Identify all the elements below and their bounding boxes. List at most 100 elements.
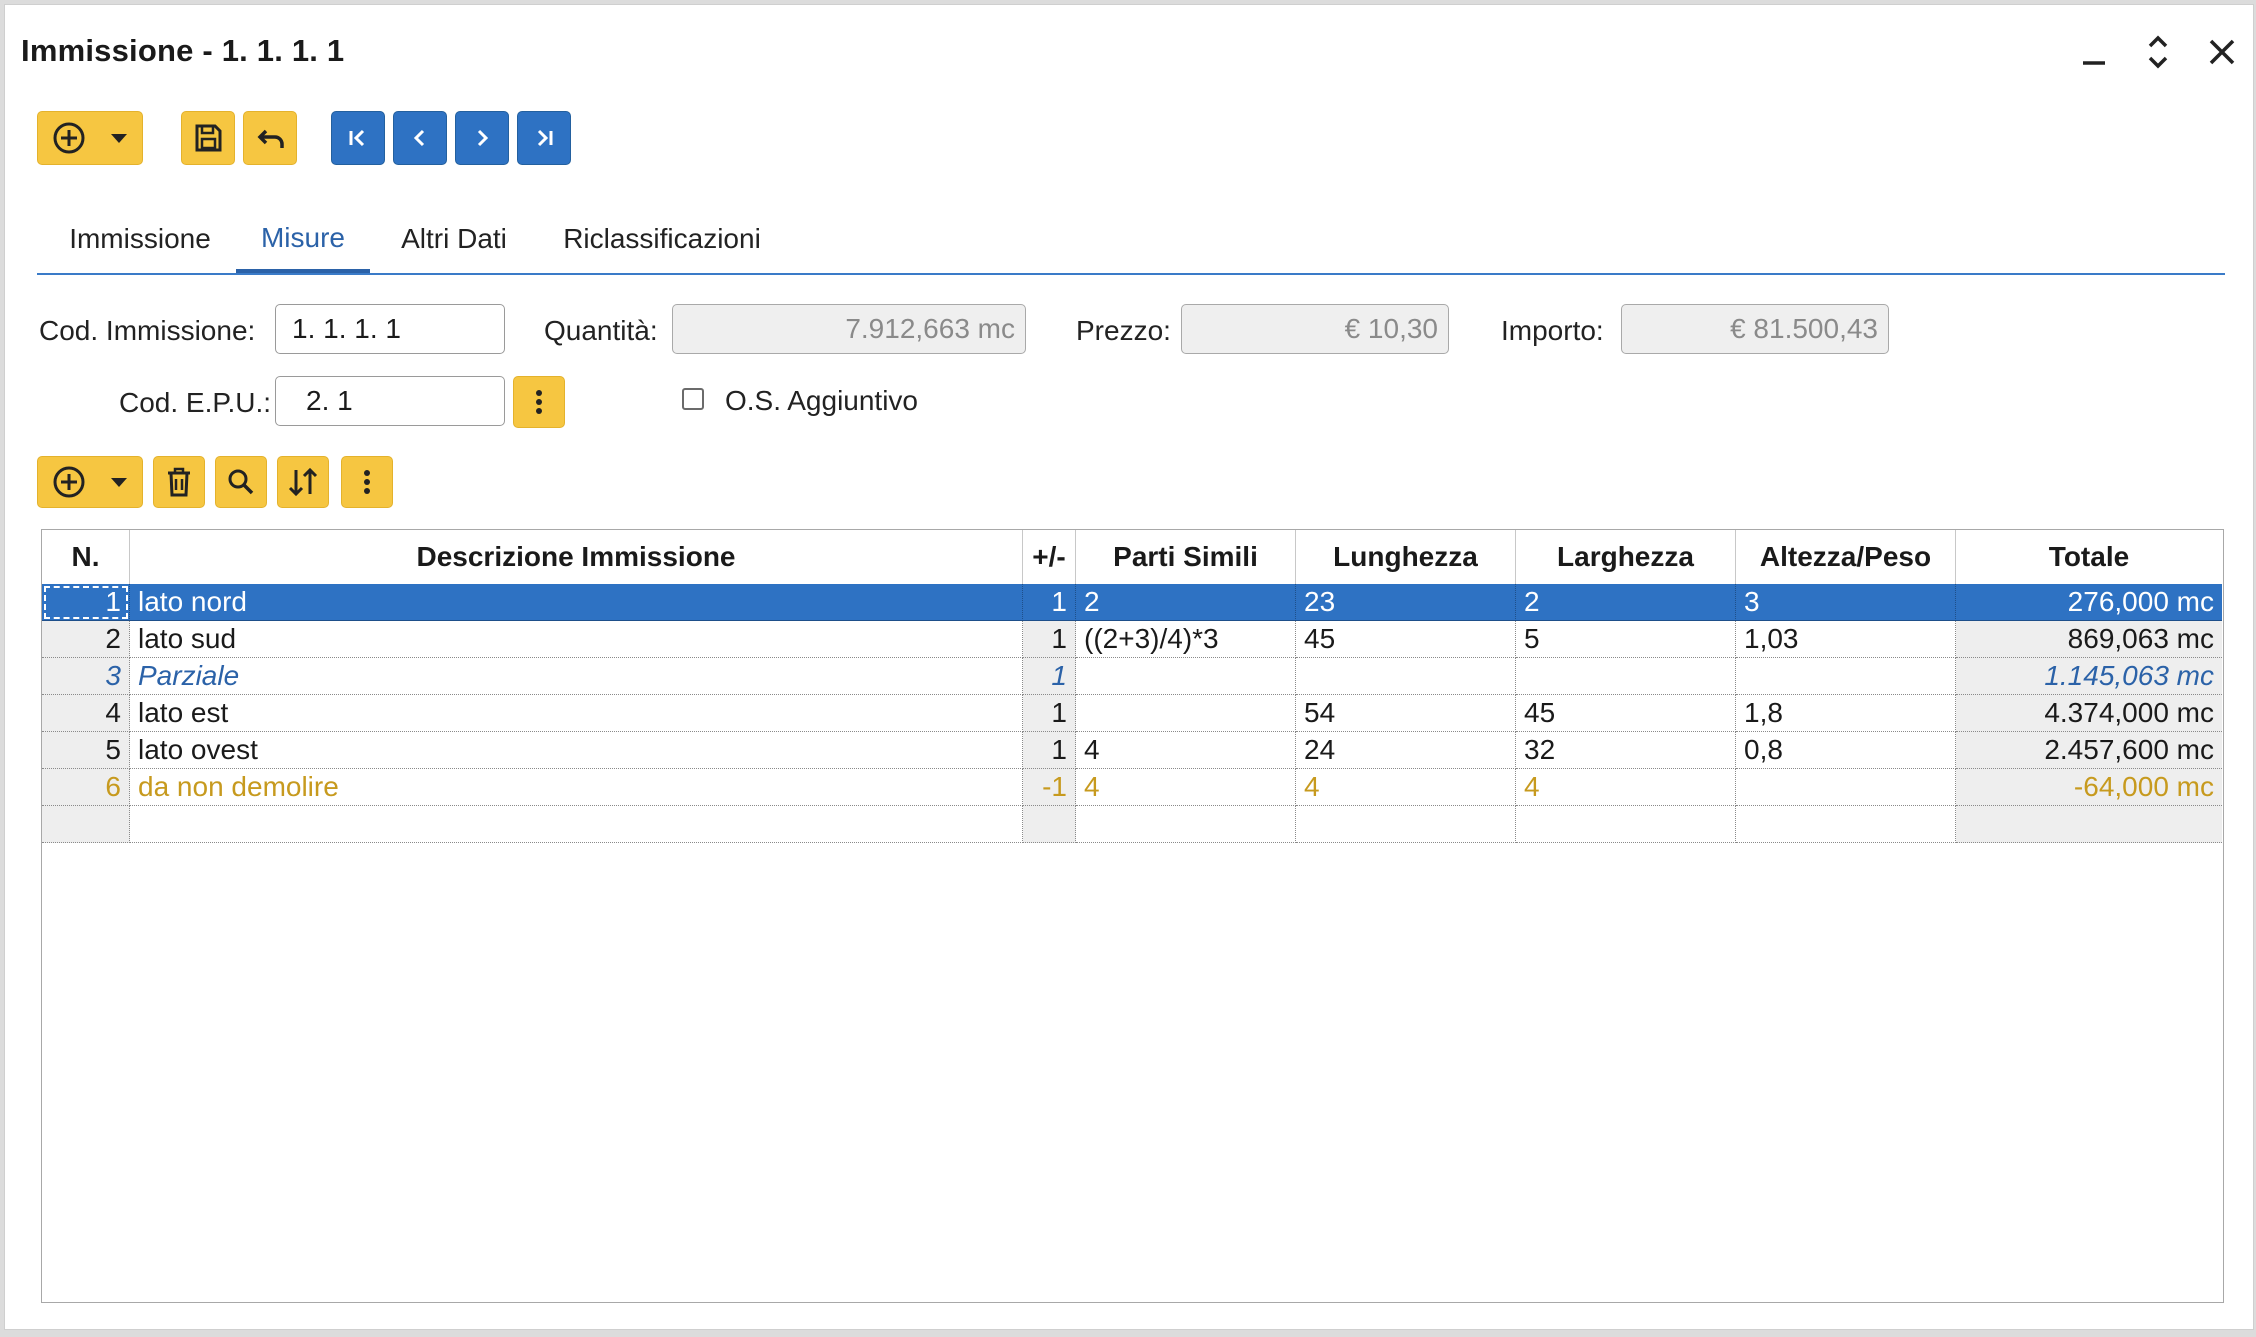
cell-totale[interactable]: 869,063 mc bbox=[1956, 621, 2222, 658]
cell-altezza-peso[interactable]: 1,03 bbox=[1736, 621, 1956, 658]
col-header-parti-simili[interactable]: Parti Simili bbox=[1076, 530, 1296, 584]
prezzo-label: Prezzo: bbox=[1076, 315, 1171, 346]
cell-parti-simili[interactable]: 4 bbox=[1076, 732, 1296, 769]
cell-n[interactable] bbox=[42, 806, 130, 843]
cell-parti-simili[interactable]: ((2+3)/4)*3 bbox=[1076, 621, 1296, 658]
cell-descrizione[interactable]: lato ovest bbox=[130, 732, 1023, 769]
cell-lunghezza[interactable] bbox=[1296, 806, 1516, 843]
cell-parti-simili[interactable] bbox=[1076, 695, 1296, 732]
grid-add-menu-button[interactable] bbox=[37, 456, 143, 508]
col-header-segno[interactable]: +/- bbox=[1023, 530, 1076, 584]
cell-altezza-peso[interactable]: 1,8 bbox=[1736, 695, 1956, 732]
cell-descrizione[interactable]: da non demolire bbox=[130, 769, 1023, 806]
col-header-descrizione[interactable]: Descrizione Immissione bbox=[130, 530, 1023, 584]
cell-totale[interactable]: -64,000 mc bbox=[1956, 769, 2222, 806]
cell-altezza-peso[interactable] bbox=[1736, 769, 1956, 806]
cell-altezza-peso[interactable]: 0,8 bbox=[1736, 732, 1956, 769]
cod-immissione-field[interactable]: 1. 1. 1. 1 bbox=[275, 304, 505, 354]
cell-parti-simili[interactable]: 2 bbox=[1076, 584, 1296, 621]
cell-totale[interactable]: 2.457,600 mc bbox=[1956, 732, 2222, 769]
cell-n[interactable]: 5 bbox=[42, 732, 130, 769]
col-header-n[interactable]: N. bbox=[42, 530, 130, 584]
save-button[interactable] bbox=[181, 111, 235, 165]
cell-segno[interactable]: 1 bbox=[1023, 621, 1076, 658]
cell-segno[interactable]: -1 bbox=[1023, 769, 1076, 806]
cell-n[interactable]: 2 bbox=[42, 621, 130, 658]
cell-lunghezza[interactable] bbox=[1296, 658, 1516, 695]
cell-altezza-peso[interactable] bbox=[1736, 658, 1956, 695]
table-row[interactable]: 4 lato est 1 54 45 1,8 4.374,000 mc bbox=[42, 695, 2222, 732]
cell-lunghezza[interactable]: 24 bbox=[1296, 732, 1516, 769]
cell-descrizione[interactable]: Parziale bbox=[130, 658, 1023, 695]
table-row[interactable]: 1 lato nord 1 2 23 2 3 276,000 mc bbox=[42, 584, 2222, 621]
cell-larghezza[interactable]: 4 bbox=[1516, 769, 1736, 806]
cell-larghezza[interactable]: 2 bbox=[1516, 584, 1736, 621]
prev-record-button[interactable] bbox=[393, 111, 447, 165]
first-icon bbox=[349, 129, 365, 147]
cell-descrizione[interactable]: lato est bbox=[130, 695, 1023, 732]
cod-epu-field[interactable]: 2. 1 bbox=[275, 376, 505, 426]
prev-icon bbox=[413, 129, 425, 147]
minimize-button[interactable] bbox=[2069, 27, 2119, 77]
cell-segno[interactable]: 1 bbox=[1023, 732, 1076, 769]
table-row[interactable]: 2 lato sud 1 ((2+3)/4)*3 45 5 1,03 869,063 mc bbox=[42, 621, 2222, 658]
cell-lunghezza[interactable]: 4 bbox=[1296, 769, 1516, 806]
more-vert-icon bbox=[536, 390, 542, 414]
tab-altri-dati[interactable]: Altri Dati bbox=[401, 223, 507, 254]
cell-larghezza[interactable]: 5 bbox=[1516, 621, 1736, 658]
cell-parti-simili[interactable] bbox=[1076, 658, 1296, 695]
cell-lunghezza[interactable]: 45 bbox=[1296, 621, 1516, 658]
cell-altezza-peso[interactable] bbox=[1736, 806, 1956, 843]
tab-riclassificazioni[interactable]: Riclassificazioni bbox=[563, 223, 761, 254]
cell-descrizione[interactable] bbox=[130, 806, 1023, 843]
cod-epu-more-button[interactable] bbox=[513, 376, 565, 428]
cell-n[interactable]: 1 bbox=[42, 584, 130, 621]
cell-totale[interactable]: 4.374,000 mc bbox=[1956, 695, 2222, 732]
col-header-altezza-peso[interactable]: Altezza/Peso bbox=[1736, 530, 1956, 584]
cell-lunghezza[interactable]: 54 bbox=[1296, 695, 1516, 732]
cell-totale[interactable] bbox=[1956, 806, 2222, 843]
cell-segno[interactable]: 1 bbox=[1023, 584, 1076, 621]
table-row[interactable]: 5 lato ovest 1 4 24 32 0,8 2.457,600 mc bbox=[42, 732, 2222, 769]
cell-larghezza[interactable]: 32 bbox=[1516, 732, 1736, 769]
col-header-lunghezza[interactable]: Lunghezza bbox=[1296, 530, 1516, 584]
cell-segno[interactable] bbox=[1023, 806, 1076, 843]
col-header-larghezza[interactable]: Larghezza bbox=[1516, 530, 1736, 584]
table-row[interactable] bbox=[42, 806, 2222, 843]
table-row[interactable]: 3 Parziale 1 1.145,063 mc bbox=[42, 658, 2222, 695]
maximize-button[interactable] bbox=[2133, 27, 2183, 77]
undo-button[interactable] bbox=[243, 111, 297, 165]
first-record-button[interactable] bbox=[331, 111, 385, 165]
grid-search-button[interactable] bbox=[215, 456, 267, 508]
cell-descrizione[interactable]: lato sud bbox=[130, 621, 1023, 658]
os-aggiuntivo-checkbox[interactable] bbox=[682, 388, 704, 410]
sort-icon bbox=[288, 467, 318, 497]
cell-n[interactable]: 3 bbox=[42, 658, 130, 695]
next-record-button[interactable] bbox=[455, 111, 509, 165]
tab-misure[interactable]: Misure bbox=[236, 207, 370, 273]
grid-sort-button[interactable] bbox=[277, 456, 329, 508]
add-menu-button[interactable] bbox=[37, 111, 143, 165]
cell-descrizione[interactable]: lato nord bbox=[130, 584, 1023, 621]
table-row[interactable]: 6 da non demolire -1 4 4 4 -64,000 mc bbox=[42, 769, 2222, 806]
cell-totale[interactable]: 1.145,063 mc bbox=[1956, 658, 2222, 695]
col-header-totale[interactable]: Totale bbox=[2048, 541, 2130, 572]
undo-icon bbox=[257, 129, 284, 148]
cell-lunghezza[interactable]: 23 bbox=[1296, 584, 1516, 621]
cell-n[interactable]: 6 bbox=[42, 769, 130, 806]
cell-segno[interactable]: 1 bbox=[1023, 695, 1076, 732]
cell-larghezza[interactable]: 45 bbox=[1516, 695, 1736, 732]
close-button[interactable] bbox=[2197, 27, 2247, 77]
cell-parti-simili[interactable] bbox=[1076, 806, 1296, 843]
cell-n[interactable]: 4 bbox=[42, 695, 130, 732]
grid-delete-button[interactable] bbox=[153, 456, 205, 508]
cell-larghezza[interactable] bbox=[1516, 806, 1736, 843]
cell-altezza-peso[interactable]: 3 bbox=[1736, 584, 1956, 621]
tab-immissione[interactable]: Immissione bbox=[69, 223, 211, 254]
cell-totale[interactable]: 276,000 mc bbox=[1956, 584, 2222, 621]
grid-more-button[interactable] bbox=[341, 456, 393, 508]
last-record-button[interactable] bbox=[517, 111, 571, 165]
cell-segno[interactable]: 1 bbox=[1023, 658, 1076, 695]
cell-larghezza[interactable] bbox=[1516, 658, 1736, 695]
cell-parti-simili[interactable]: 4 bbox=[1076, 769, 1296, 806]
